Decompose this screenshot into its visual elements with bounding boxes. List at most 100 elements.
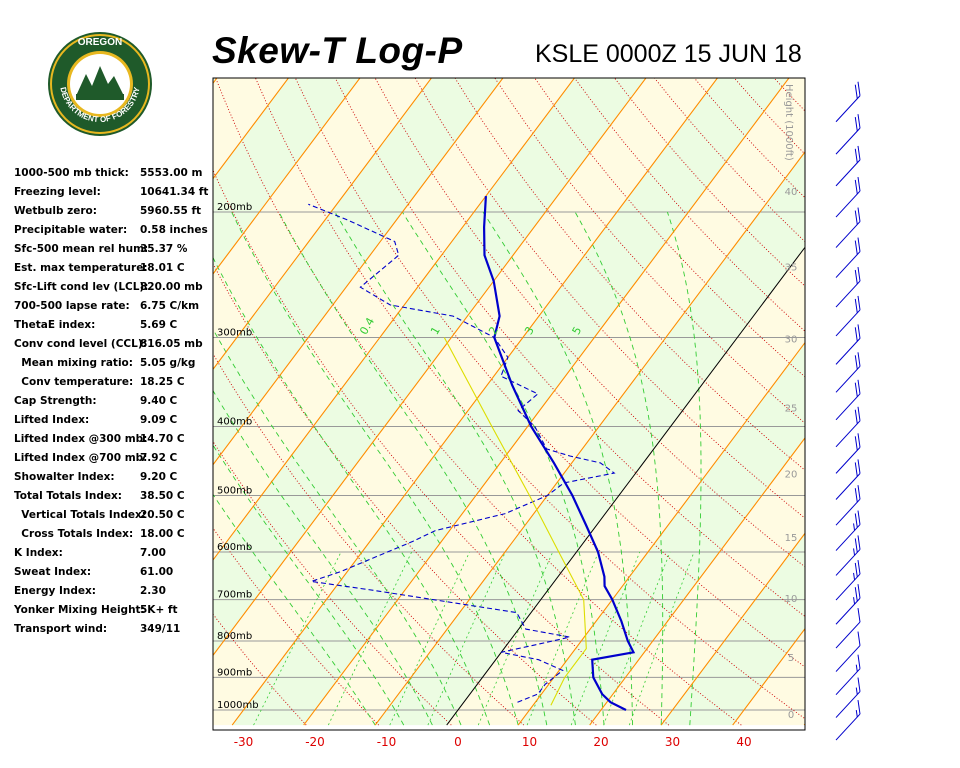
temperature-band: [232, 78, 789, 726]
index-label: 1000-500 mb thick:: [14, 167, 129, 179]
wind-barb-flag: [857, 459, 861, 474]
pressure-label: 700mb: [217, 590, 252, 601]
chart-title: Skew-T Log-P: [212, 30, 463, 71]
plot-frame: [212, 77, 806, 731]
index-value: 5553.00 m: [140, 167, 203, 179]
wind-barb-flag: [857, 114, 861, 129]
wind-barb-staff: [835, 691, 861, 718]
wind-barb-flag: [854, 436, 858, 451]
mixing-ratio-line: [427, 551, 506, 726]
wind-barb-flag: [857, 145, 861, 160]
index-value: 35.37 %: [140, 243, 188, 255]
index-value: 816.05 mb: [140, 338, 203, 350]
wind-barb: [835, 295, 861, 337]
wind-barb-flag: [854, 462, 858, 477]
index-value: 5.69 C: [140, 319, 178, 331]
temperature-tick-label: -20: [305, 735, 325, 749]
height-tick-label: 15: [785, 533, 798, 544]
wind-barb-staff: [835, 713, 861, 741]
temperature-profile: [482, 196, 636, 711]
index-label: ThetaE index:: [14, 319, 96, 331]
wind-barb-flag: [857, 266, 861, 282]
wind-barb-flag: [854, 538, 858, 553]
moist-adiabat: [213, 256, 491, 726]
wind-barb: [835, 237, 861, 278]
index-label: Precipitable water:: [14, 224, 128, 236]
pressure-label: 300mb: [217, 327, 252, 338]
wind-barb-staff: [835, 447, 861, 474]
dry-adiabat: [792, 54, 960, 725]
pressure-label: 900mb: [217, 667, 252, 678]
index-value: 38.50 C: [140, 490, 185, 502]
wind-barb-staff: [835, 280, 861, 308]
wind-barb-flag: [857, 352, 861, 367]
index-label: Cross Totals Index:: [14, 528, 134, 540]
index-value: 5960.55 ft: [140, 205, 202, 217]
wind-barb-staff: [835, 393, 861, 421]
index-value: 7.00: [140, 547, 166, 559]
index-label: Showalter Index:: [14, 471, 115, 483]
parcel-profile: [443, 337, 587, 706]
index-value: 5.05 g/kg: [140, 357, 196, 369]
wind-barb: [835, 607, 861, 649]
dry-adiabat: [213, 262, 597, 726]
wind-barb: [835, 535, 861, 576]
wind-barb-staff: [835, 95, 861, 123]
mixing-ratio-line: [389, 551, 470, 726]
height-tick-label: 35: [785, 262, 798, 273]
temperature-band: [804, 723, 805, 726]
moist-adiabat: [278, 211, 548, 726]
wind-barb-flag: [857, 631, 861, 646]
isotherm: [213, 78, 433, 371]
mixing-ratio-line: [253, 551, 342, 726]
wind-barb: [835, 207, 861, 248]
oregon-department-of-forestry-logo: OREGON DEPARTMENT OF FORESTRY: [48, 32, 152, 136]
wind-barb: [835, 459, 861, 500]
wind-barb-flag: [857, 584, 861, 599]
wind-barb-flag: [854, 269, 858, 285]
wind-barb: [835, 176, 861, 218]
moist-adiabat: [482, 211, 634, 726]
index-label: Mean mixing ratio:: [14, 357, 133, 369]
height-tick-label: 5: [788, 653, 794, 664]
temperature-axis: -30 -20 -10 0 10 20 30 40: [234, 735, 752, 749]
wind-barb-staff: [835, 645, 861, 672]
wind-barb-half: [855, 709, 858, 718]
wind-barb-staff: [835, 221, 861, 248]
wind-barb-flag: [857, 654, 861, 669]
isotherm: [0, 54, 164, 725]
svg-text:OREGON: OREGON: [78, 37, 122, 48]
wind-barb-flag: [857, 559, 861, 575]
wind-barb: [835, 485, 861, 526]
index-label: Energy Index:: [14, 585, 96, 597]
mixing-ratio-line: [570, 551, 641, 726]
wind-barb-staff: [835, 668, 861, 696]
index-label: Total Totals Index:: [14, 490, 122, 502]
wind-barb-staff: [835, 420, 861, 448]
wind-barb: [835, 559, 861, 601]
index-label: Lifted Index @300 mb:: [14, 433, 148, 445]
wind-barb-flag: [854, 587, 858, 602]
wind-barb-half: [853, 548, 856, 556]
wind-barb-staff: [835, 573, 861, 601]
isotherm: [213, 78, 647, 657]
wind-barb: [835, 510, 861, 551]
wind-barb-staff: [835, 338, 861, 365]
temperature-tick-label: -30: [234, 735, 254, 749]
index-label: Transport wind:: [14, 623, 108, 635]
index-label: Sfc-Lift cond lev (LCL):: [14, 281, 149, 293]
wind-barb-flag: [854, 327, 858, 342]
index-label: Yonker Mixing Height:: [14, 604, 145, 616]
isotherm: [517, 341, 805, 726]
index-label: Est. max temperature:: [14, 262, 148, 274]
wind-barb: [835, 700, 861, 741]
height-tick-label: 40: [785, 187, 798, 198]
wind-barb-flag: [854, 488, 858, 503]
height-tick-label: 0: [788, 710, 794, 721]
wind-barb-staff: [835, 473, 861, 500]
index-label: Cap Strength:: [14, 395, 97, 407]
wind-barb-flag: [857, 677, 861, 692]
wind-barb-flag: [854, 148, 858, 163]
index-label: Lifted Index @700 mb:: [14, 452, 148, 464]
dry-adiabat: [213, 613, 307, 726]
